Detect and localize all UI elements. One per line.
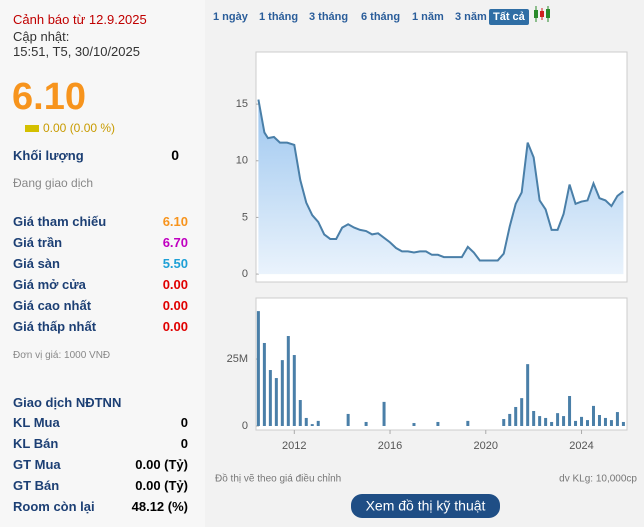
volume-bar bbox=[298, 400, 302, 426]
x-tick-label: 2024 bbox=[569, 440, 593, 452]
volume-bar bbox=[597, 415, 601, 426]
volume-bar bbox=[304, 417, 308, 426]
volume-bar bbox=[292, 355, 296, 426]
volume-bar bbox=[286, 336, 290, 426]
volume-bar bbox=[526, 364, 530, 426]
volume-bar bbox=[502, 419, 506, 426]
row-value: 0.00 (Tỷ) bbox=[135, 478, 188, 493]
volume-bar bbox=[615, 412, 619, 426]
volume-bar bbox=[550, 421, 554, 426]
row-label: GT Mua bbox=[13, 457, 61, 472]
tab[interactable]: 1 tháng bbox=[259, 11, 299, 23]
tab[interactable]: Tất cả bbox=[489, 9, 529, 25]
volume-bar bbox=[520, 398, 524, 426]
foreign-title: Giao dịch NĐTNN bbox=[13, 395, 122, 410]
tech-chart-button-label[interactable]: Xem đồ thị kỹ thuật bbox=[366, 498, 486, 514]
price-line bbox=[257, 99, 625, 262]
y-tick-label: 0 bbox=[242, 268, 248, 280]
row-value: 0 bbox=[180, 436, 188, 451]
tab[interactable]: 1 ngày bbox=[213, 11, 248, 23]
volume-bar bbox=[621, 421, 625, 426]
x-tick-label: 2012 bbox=[282, 440, 306, 452]
row-value: 0.00 bbox=[162, 277, 188, 292]
row-value: 0.00 bbox=[162, 298, 188, 313]
row-value: 0 bbox=[180, 415, 188, 430]
tab[interactable]: 3 tháng bbox=[309, 11, 349, 23]
y-tick-label: 15 bbox=[236, 98, 248, 110]
volume-bar bbox=[591, 405, 595, 426]
row-label: Room còn lại bbox=[13, 499, 95, 514]
volume-bar bbox=[436, 421, 440, 426]
volume-bar bbox=[514, 406, 518, 426]
volume-bar bbox=[268, 370, 272, 426]
row-label: Giá mở cửa bbox=[13, 277, 86, 292]
change-icon bbox=[25, 125, 39, 132]
row-label: KL Mua bbox=[13, 415, 60, 430]
volume-label: Khối lượng bbox=[13, 148, 84, 163]
price-area bbox=[258, 99, 624, 275]
volume-bar bbox=[562, 416, 566, 426]
unit-note: Đơn vị giá: 1000 VNĐ bbox=[13, 350, 111, 361]
volume-bar bbox=[580, 416, 584, 426]
row-value: 0.00 bbox=[162, 319, 188, 334]
volume-bar bbox=[574, 420, 578, 426]
candle-icon bbox=[534, 6, 550, 22]
y-tick-label: 0 bbox=[242, 420, 248, 432]
row-label: GT Bán bbox=[13, 478, 60, 493]
y-tick-label: 10 bbox=[236, 155, 248, 167]
volume-bar bbox=[412, 423, 416, 426]
volume-bar bbox=[532, 410, 536, 426]
info-panel: Cảnh báo từ 12.9.2025 Cập nhật: 15:51, T… bbox=[0, 0, 205, 527]
volume-bar bbox=[316, 420, 320, 426]
volume-value: 0 bbox=[171, 147, 179, 163]
row-value: 0.00 (Tỷ) bbox=[135, 457, 188, 472]
y-tick-label: 5 bbox=[242, 211, 248, 223]
tab[interactable]: 1 năm bbox=[412, 11, 444, 23]
volume-bar bbox=[556, 413, 560, 426]
x-tick-label: 2016 bbox=[378, 440, 402, 452]
updated-label: Cập nhật: bbox=[13, 29, 70, 44]
volume-bar bbox=[568, 395, 572, 426]
row-label: Giá tham chiếu bbox=[13, 214, 107, 229]
row-label: Giá cao nhất bbox=[13, 298, 92, 313]
volume-bar bbox=[466, 420, 470, 426]
volume-unit: dv KLg: 10,000cp bbox=[559, 474, 637, 485]
tab[interactable]: 6 tháng bbox=[361, 11, 401, 23]
tab[interactable]: 3 năm bbox=[455, 11, 487, 23]
row-value: 6.10 bbox=[162, 214, 188, 229]
row-label: Giá trần bbox=[13, 235, 63, 250]
row-label: KL Bán bbox=[13, 436, 59, 451]
row-value: 6.70 bbox=[162, 235, 188, 250]
volume-bar bbox=[508, 413, 512, 426]
volume-bar bbox=[382, 401, 386, 426]
updated-time: 15:51, T5, 30/10/2025 bbox=[13, 44, 140, 59]
volume-bar bbox=[586, 420, 590, 426]
row-value: 5.50 bbox=[162, 256, 188, 271]
change: 0.00 (0.00 %) bbox=[43, 121, 116, 135]
volume-bar bbox=[310, 424, 314, 426]
price: 6.10 bbox=[12, 76, 86, 118]
row-label: Giá thấp nhất bbox=[13, 319, 97, 334]
volume-bar bbox=[609, 420, 613, 426]
volume-bar bbox=[346, 413, 350, 426]
volume-bar bbox=[544, 417, 548, 426]
volume-bar bbox=[262, 342, 266, 426]
row-value: 48.12 (%) bbox=[131, 499, 188, 514]
chart-note: Đồ thị vẽ theo giá điều chỉnh bbox=[215, 473, 341, 485]
volume-bar bbox=[603, 417, 607, 426]
y-tick-label: 25M bbox=[227, 353, 248, 365]
status: Đang giao dịch bbox=[13, 176, 94, 190]
tech-chart-button[interactable] bbox=[351, 494, 500, 518]
volume-bar bbox=[538, 416, 542, 426]
row-label: Giá sàn bbox=[13, 256, 60, 271]
volume-bar bbox=[280, 360, 284, 426]
volume-bar bbox=[364, 421, 368, 426]
warning: Cảnh báo từ 12.9.2025 bbox=[13, 12, 147, 27]
x-tick-label: 2020 bbox=[474, 440, 498, 452]
plot-area bbox=[255, 297, 628, 431]
volume-bar bbox=[274, 378, 278, 426]
volume-bar bbox=[256, 311, 260, 426]
